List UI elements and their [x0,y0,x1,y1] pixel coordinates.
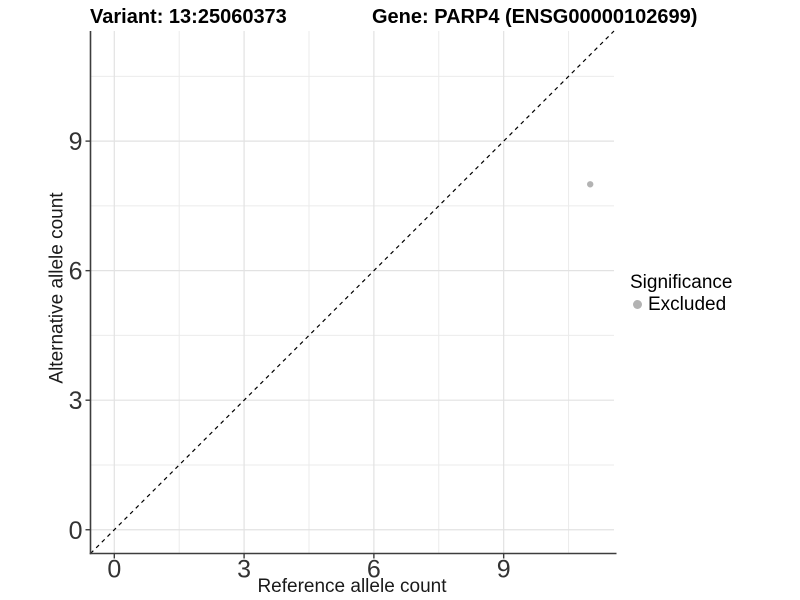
x-tick-label: 6 [367,556,381,584]
gene-title: Gene: PARP4 (ENSG00000102699) [372,6,698,28]
x-tick-label: 3 [237,556,251,584]
y-tick-label: 3 [69,387,83,415]
y-axis-title: Alternative allele count [46,192,68,384]
y-tick-label: 0 [69,517,83,545]
data-point [587,181,594,188]
x-axis-title: Reference allele count [257,576,447,597]
y-tick-label: 9 [69,128,83,156]
x-tick-label: 0 [107,556,121,584]
legend-key-circle-icon [633,300,642,309]
legend-item-label: Excluded [648,294,727,315]
identity-reference-line [90,30,615,554]
legend-title: Significance [630,272,733,293]
legend-item: Excluded [633,295,732,314]
y-tick-label: 6 [69,258,83,286]
variant-title: Variant: 13:25060373 [90,6,287,28]
x-tick-label: 9 [497,556,511,584]
legend: Significance Excluded [630,273,732,314]
